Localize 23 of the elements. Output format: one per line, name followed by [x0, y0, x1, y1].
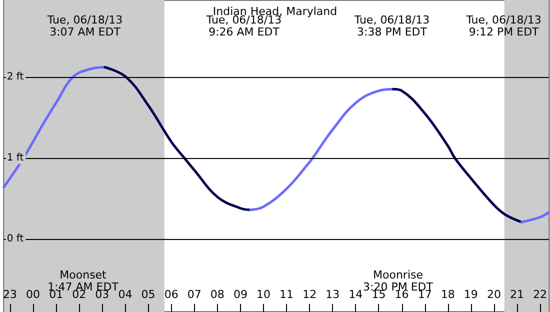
x-tick-label: 11	[280, 288, 294, 301]
x-tick-label: 10	[256, 288, 270, 301]
x-tick-label: 00	[26, 288, 40, 301]
x-tick-label: 21	[510, 288, 524, 301]
x-tick-label: 13	[326, 288, 340, 301]
x-tick-label: 14	[348, 288, 363, 301]
x-tick-label: 12	[302, 288, 317, 301]
x-tick-label: 22	[533, 288, 548, 301]
y-tick-label: 1 ft	[6, 152, 24, 164]
annotation: Tue, 06/18/13 3:38 PM EDT	[353, 14, 430, 38]
x-tick-label: 07	[187, 288, 202, 301]
x-tick-label: 18	[440, 288, 455, 301]
x-tick-label: 09	[233, 288, 248, 301]
y-tick-label: 2 ft	[6, 71, 24, 82]
x-tick-label: 04	[118, 288, 132, 301]
x-tick-label: 08	[210, 288, 224, 301]
y-tick-label: 0 ft	[6, 234, 24, 245]
x-tick-label: 06	[164, 288, 178, 301]
x-tick-label: 20	[486, 288, 501, 301]
x-tick-label: 05	[141, 288, 156, 301]
annotation: Tue, 06/18/13 9:12 PM EDT	[465, 14, 542, 38]
annotation: Tue, 06/18/13 3:07 AM EDT	[46, 14, 123, 38]
x-tick-label: 19	[464, 288, 478, 301]
